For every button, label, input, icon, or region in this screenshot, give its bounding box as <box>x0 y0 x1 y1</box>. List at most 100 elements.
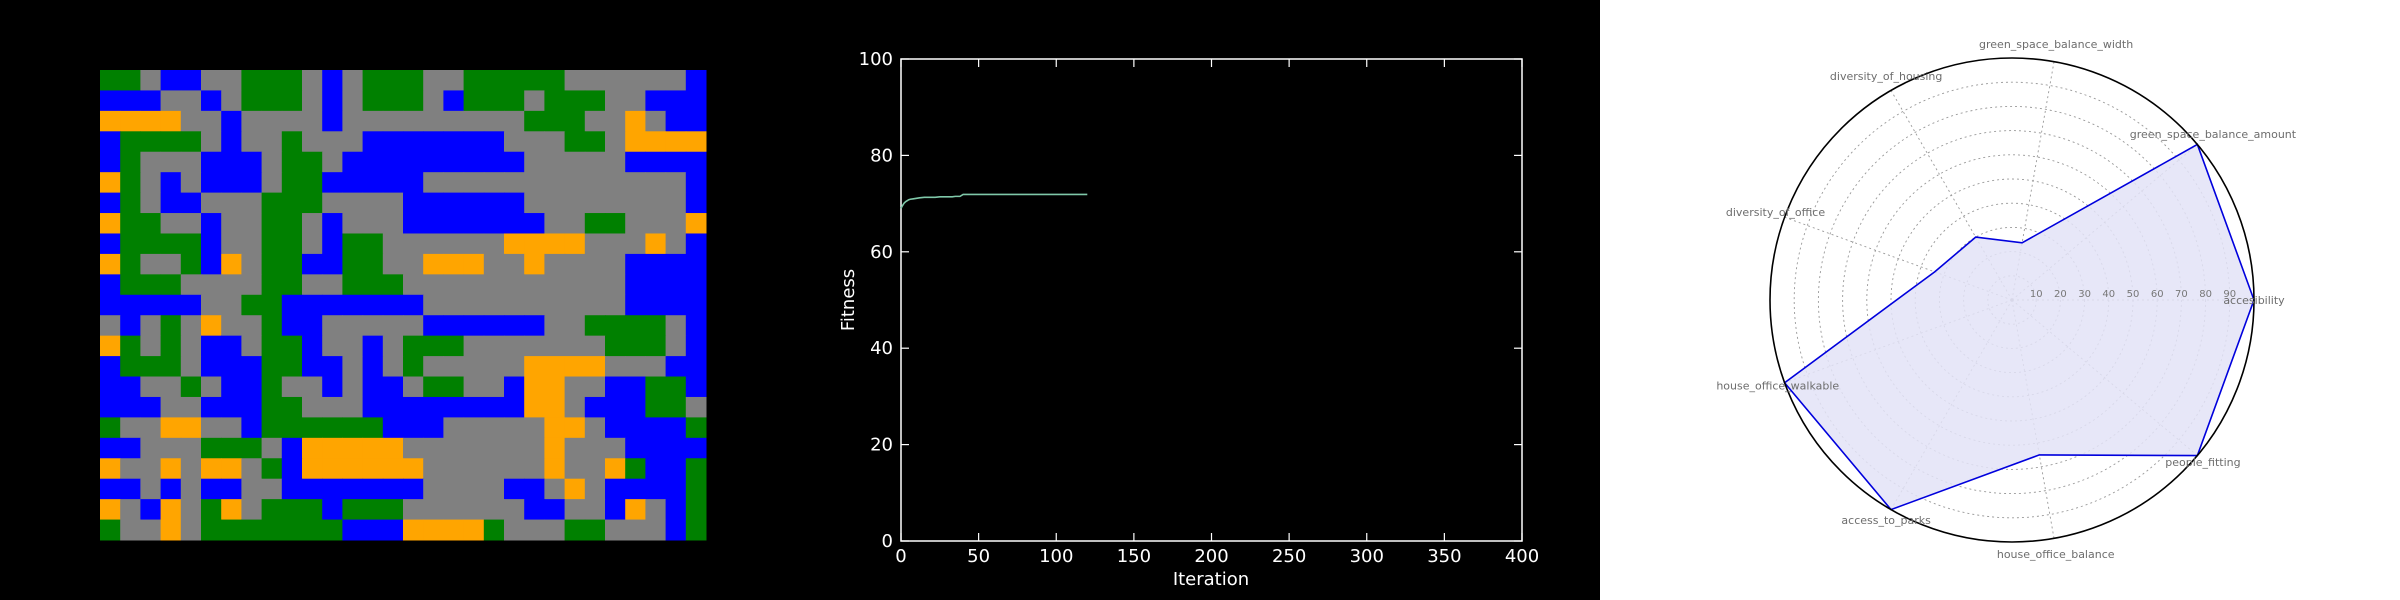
grid-cell <box>140 437 162 459</box>
grid-cell <box>423 70 444 91</box>
grid-cell <box>100 335 121 357</box>
grid-cell <box>281 519 303 541</box>
grid-cell <box>201 396 222 418</box>
grid-cell <box>524 131 545 153</box>
grid-cell <box>443 151 465 173</box>
grid-cell <box>524 110 545 132</box>
grid-cell <box>504 151 525 173</box>
grid-cell <box>241 151 263 173</box>
grid-cell <box>625 90 646 112</box>
grid-cell <box>665 131 687 153</box>
grid-cell <box>342 396 364 418</box>
grid-cell <box>483 458 505 480</box>
grid-cell <box>140 356 162 378</box>
grid-cell <box>645 499 667 521</box>
grid-cell <box>483 315 505 337</box>
grid-cell <box>140 70 162 91</box>
grid-cell <box>665 253 687 275</box>
grid-cell <box>463 172 485 194</box>
grid-cell <box>342 478 364 500</box>
fitness-series-line <box>900 193 1088 209</box>
grid-cell <box>665 376 687 398</box>
grid-cell <box>241 233 263 255</box>
grid-cell <box>443 376 465 398</box>
grid-cell <box>403 335 424 357</box>
grid-cell <box>382 499 404 521</box>
grid-cell <box>160 213 182 234</box>
grid-cell <box>302 274 323 296</box>
grid-cell <box>625 70 646 91</box>
grid-cell <box>645 315 667 337</box>
grid-cell <box>665 70 687 91</box>
grid-cell <box>504 233 525 255</box>
grid-cell <box>685 335 707 357</box>
grid-cell <box>221 233 242 255</box>
x-tick-label: 100 <box>1039 546 1073 567</box>
grid-cell <box>625 437 646 459</box>
grid-cell <box>504 315 525 337</box>
grid-cell <box>322 233 343 255</box>
x-axis-label: Iteration <box>1173 569 1249 590</box>
grid-cell <box>423 253 444 275</box>
grid-cell <box>342 172 364 194</box>
grid-cell <box>564 335 586 357</box>
grid-cell <box>241 335 263 357</box>
y-tick-label: 0 <box>882 531 893 552</box>
grid-cell <box>100 192 121 214</box>
grid-cell <box>241 274 263 296</box>
grid-cell <box>685 274 707 296</box>
grid-cell <box>605 192 626 214</box>
grid-cell <box>180 90 202 112</box>
grid-cell <box>504 335 525 357</box>
grid-cell <box>302 519 323 541</box>
grid-cell <box>100 233 121 255</box>
grid-cell <box>483 70 505 91</box>
grid-cell <box>362 478 384 500</box>
grid-cell <box>564 110 586 132</box>
grid-cell <box>362 437 384 459</box>
grid-cell <box>403 315 424 337</box>
grid-cell <box>362 131 384 153</box>
grid-cell <box>362 192 384 214</box>
grid-cell <box>120 335 141 357</box>
grid-cell <box>100 376 121 398</box>
grid-cell <box>140 417 162 439</box>
grid-cell <box>524 396 545 418</box>
grid-cell <box>382 192 404 214</box>
grid-cell <box>241 294 263 316</box>
grid-cell <box>403 396 424 418</box>
grid-cell <box>362 90 384 112</box>
grid-cell <box>140 192 162 214</box>
grid-cell <box>605 172 626 194</box>
grid-cell <box>302 192 323 214</box>
grid-cell <box>423 376 444 398</box>
grid-cell <box>504 417 525 439</box>
grid-cell <box>382 458 404 480</box>
y-tick-label: 80 <box>870 145 893 166</box>
grid-cell <box>221 192 242 214</box>
grid-cell <box>120 396 141 418</box>
grid-cell <box>584 519 606 541</box>
grid-cell <box>645 478 667 500</box>
grid-cell <box>281 151 303 173</box>
grid-cell <box>423 417 444 439</box>
grid-cell <box>382 519 404 541</box>
grid-cell <box>463 376 485 398</box>
grid-cell <box>625 417 646 439</box>
grid-cell <box>281 90 303 112</box>
grid-cell <box>160 274 182 296</box>
grid-cell <box>584 172 606 194</box>
grid-cell <box>120 172 141 194</box>
grid-cell <box>221 376 242 398</box>
radar-outer-circle <box>1769 57 2255 543</box>
grid-cell <box>100 213 121 234</box>
grid-cell <box>665 110 687 132</box>
grid-cell <box>403 437 424 459</box>
grid-cell <box>160 253 182 275</box>
grid-cell <box>665 192 687 214</box>
grid-cell <box>625 253 646 275</box>
grid-cell <box>645 274 667 296</box>
